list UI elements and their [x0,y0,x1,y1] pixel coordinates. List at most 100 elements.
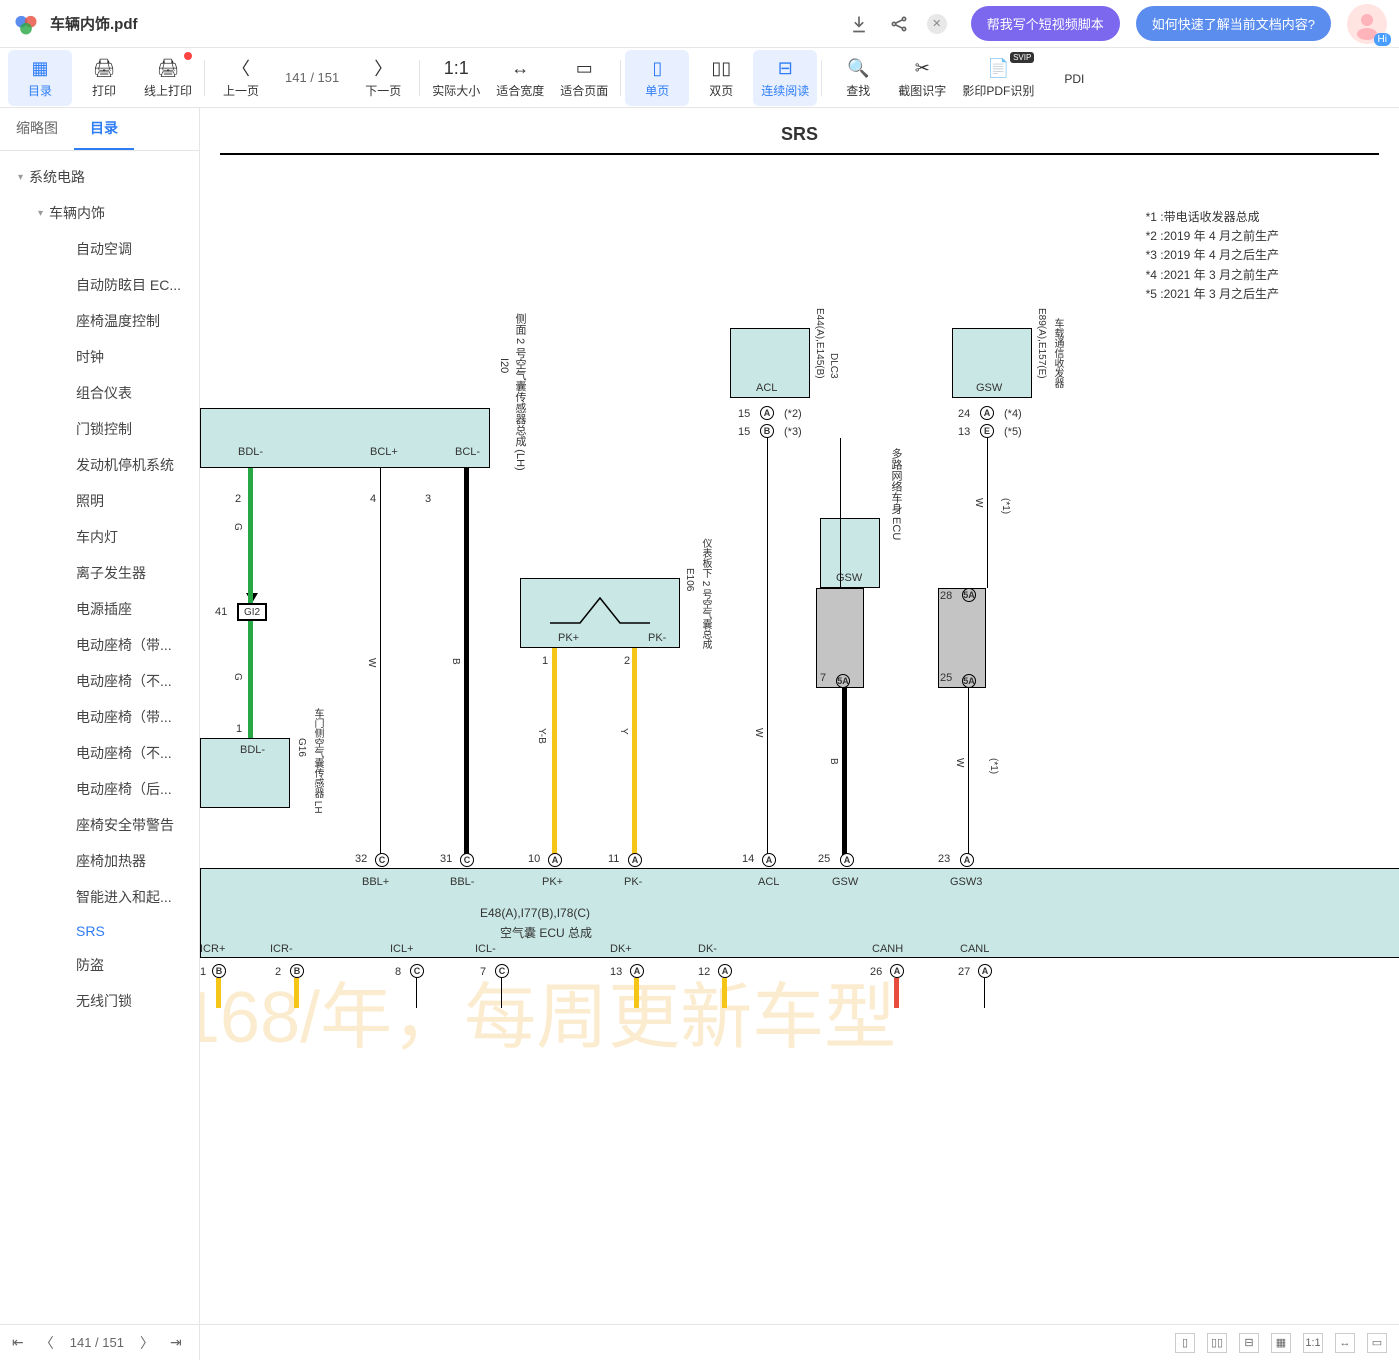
tree-item-label: 电动座椅（不... [76,671,172,691]
document-viewport[interactable]: SRS *1 :带电话收发器总成*2 :2019 年 4 月之前生产*3 :20… [200,108,1399,1360]
watermark-2: 168/年，每周更新车型 [200,958,896,1063]
tree-item[interactable]: 发动机停机系统 [0,447,199,483]
screenshot-ocr-button[interactable]: ✂截图识字 [890,50,954,106]
wiring-diagram: 汽修帮手在线资料库 168/年，每周更新车型 汽修帮手 BDL- BCL+ BC… [200,168,1399,1360]
tree-item[interactable]: 座椅安全带警告 [0,807,199,843]
tree-item-label: 自动空调 [76,239,132,259]
toolbar: ▦目录 🖨打印 🖨线上打印 〈上一页 141 / 151 〉下一页 1:1实际大… [0,48,1399,108]
tree-item[interactable]: 组合仪表 [0,375,199,411]
tree-item-label: 无线门锁 [76,991,132,1011]
single-page-button[interactable]: ▯单页 [625,50,689,106]
online-print-button[interactable]: 🖨线上打印 [136,50,200,106]
tree-item[interactable]: 电源插座 [0,591,199,627]
fit-page-button[interactable]: ▭适合页面 [552,50,616,106]
app-header: 车辆内饰.pdf ✕ 帮我写个短视频脚本 如何快速了解当前文档内容? Hi [0,0,1399,48]
print-button[interactable]: 🖨打印 [72,50,136,106]
suggestion-2-button[interactable]: 如何快速了解当前文档内容? [1136,6,1331,41]
tree-item[interactable]: 电动座椅（后... [0,771,199,807]
tree-item[interactable]: ▾ 系统电路 [0,159,199,195]
close-suggestions-icon[interactable]: ✕ [927,14,947,34]
tree-item[interactable]: 智能进入和起... [0,879,199,915]
prev-page-button[interactable]: 〈上一页 [209,50,273,106]
tree-item-label: 车内灯 [76,527,118,547]
tree-item[interactable]: 电动座椅（不... [0,663,199,699]
pdf-more[interactable]: PDI [1042,50,1106,106]
tree-item[interactable]: 门锁控制 [0,411,199,447]
view-single-icon[interactable]: ▯ [1175,1333,1195,1353]
junction-gi2: GI2 [237,603,267,621]
header-actions: ✕ 帮我写个短视频脚本 如何快速了解当前文档内容? Hi [847,4,1387,44]
wire-green-1 [248,468,253,603]
view-fit-icon[interactable]: ↔ [1335,1333,1355,1353]
sidebar-footer: ⇤ 〈 141 / 151 〉 ⇥ [0,1324,199,1360]
view-page-icon[interactable]: ▭ [1367,1333,1387,1353]
tree-item-label: 电源插座 [76,599,132,619]
double-page-button[interactable]: ▯▯双页 [689,50,753,106]
wire-acl [767,438,768,858]
view-continuous-icon[interactable]: ⊟ [1239,1333,1259,1353]
tree-item[interactable]: 防盗 [0,947,199,983]
tree-item[interactable]: 车内灯 [0,519,199,555]
tree-item-label: 门锁控制 [76,419,132,439]
avatar[interactable]: Hi [1347,4,1387,44]
find-button[interactable]: 🔍查找 [826,50,890,106]
view-grid-icon[interactable]: ▦ [1271,1333,1291,1353]
view-ratio-icon[interactable]: 1:1 [1303,1333,1323,1353]
tree-item-label: 离子发生器 [76,563,146,583]
wire-green-2 [248,621,253,738]
tree-item-label: 照明 [76,491,104,511]
tree-item-label: 电动座椅（不... [76,743,172,763]
pdf-ocr-button[interactable]: 📄SVIP影印PDF识别 [954,50,1042,106]
tree-item[interactable]: SRS [0,915,199,947]
next-page-button[interactable]: 〉下一页 [351,50,415,106]
tree-item-label: 车辆内饰 [49,203,105,223]
pin-a: A [760,406,774,420]
tree-item[interactable]: 电动座椅（带... [0,699,199,735]
tree-item-label: 自动防眩目 EC... [76,275,181,295]
tree-item-label: 防盗 [76,955,104,975]
tree-item[interactable]: 无线门锁 [0,983,199,1019]
tree-item[interactable]: 电动座椅（带... [0,627,199,663]
download-icon[interactable] [847,12,871,36]
wire-gsw3 [968,688,969,858]
document-page: SRS *1 :带电话收发器总成*2 :2019 年 4 月之前生产*3 :20… [200,108,1399,1360]
tree-item-label: 电动座椅（带... [76,707,172,727]
catalog-button[interactable]: ▦目录 [8,50,72,106]
next-icon[interactable]: 〉 [140,1333,154,1353]
tree-item-label: 电动座椅（带... [76,635,172,655]
view-double-icon[interactable]: ▯▯ [1207,1333,1227,1353]
tree-item-label: 座椅加热器 [76,851,146,871]
pin-b: B [760,424,774,438]
tree-item-label: SRS [76,923,105,939]
tree-item[interactable]: 时钟 [0,339,199,375]
share-icon[interactable] [887,12,911,36]
tree-item[interactable]: ▾车辆内饰 [0,195,199,231]
outline-tree[interactable]: ▾ 系统电路 ▾车辆内饰自动空调自动防眩目 EC... 座椅温度控制时钟组合仪表门锁控… [0,151,199,1324]
tree-item-label: 电动座椅（后... [76,779,172,799]
first-page-icon[interactable]: ⇤ [12,1334,24,1351]
fit-width-button[interactable]: ↔适合宽度 [488,50,552,106]
suggestion-1-button[interactable]: 帮我写个短视频脚本 [971,6,1120,41]
tree-item-label: 座椅安全带警告 [76,815,174,835]
tree-caret-icon: ▾ [18,172,23,183]
title-rule [220,153,1379,155]
wire-w-1 [380,468,381,858]
tree-item[interactable]: 电动座椅（不... [0,735,199,771]
actual-size-button[interactable]: 1:1实际大小 [424,50,488,106]
tree-item[interactable]: 离子发生器 [0,555,199,591]
tree-item[interactable]: 自动防眩目 EC... [0,267,199,303]
continuous-button[interactable]: ⊟连续阅读 [753,50,817,106]
tree-item[interactable]: 座椅温度控制 [0,303,199,339]
last-page-icon[interactable]: ⇥ [170,1334,182,1351]
tree-item[interactable]: 座椅加热器 [0,843,199,879]
wire-y [632,648,637,858]
app-logo [12,10,40,38]
tree-item[interactable]: 自动空调 [0,231,199,267]
tab-thumbnail[interactable]: 缩略图 [0,108,74,150]
prev-icon[interactable]: 〈 [40,1333,54,1353]
avatar-badge: Hi [1374,33,1391,46]
tab-catalog[interactable]: 目录 [74,108,134,150]
tree-item[interactable]: 照明 [0,483,199,519]
tree-item-label: 系统电路 [29,167,85,187]
page-title: SRS [200,108,1399,153]
